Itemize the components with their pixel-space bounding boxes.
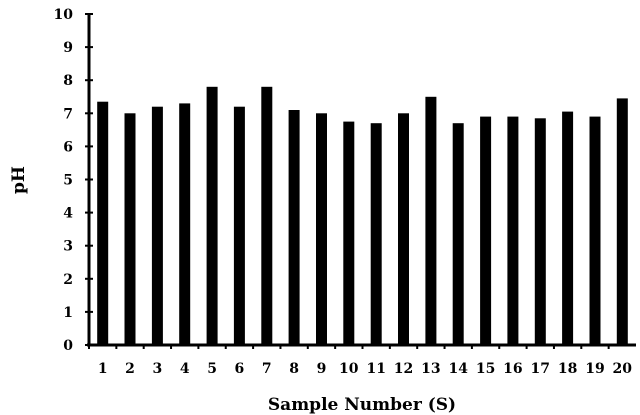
x-tick-labels: 1 2 3 4 5 6 7 8 9 10 11 12 13 14 15 16 17 18 19 20 (98, 361, 632, 377)
x-tick-label: 7 (262, 361, 272, 377)
y-tick-label: 4 (63, 206, 73, 222)
bar (343, 121, 355, 345)
bar (398, 113, 409, 345)
x-tick-label: 6 (235, 361, 245, 377)
bar (316, 113, 327, 345)
y-tick-label: 9 (63, 40, 73, 56)
y-tick-label: 10 (54, 7, 74, 23)
x-tick-label: 15 (476, 361, 495, 377)
bar-series (88, 86, 628, 349)
y-axis (85, 13, 93, 346)
x-tick-label: 18 (558, 361, 577, 377)
bar (151, 106, 163, 345)
bar (179, 103, 191, 346)
y-tick-label: 0 (63, 338, 73, 354)
x-tick-label: 9 (317, 361, 327, 377)
x-axis-title: Sample Number (S) (268, 395, 456, 415)
y-tick-label: 3 (63, 239, 73, 255)
bar (124, 113, 136, 345)
bar (562, 111, 574, 345)
bar (233, 106, 245, 345)
x-tick-label: 14 (448, 361, 468, 377)
x-tick-label: 2 (125, 361, 135, 377)
x-tick-label: 12 (394, 361, 413, 377)
bar (425, 96, 437, 346)
x-tick-label: 20 (613, 361, 633, 377)
bar (616, 98, 628, 346)
y-tick-label: 5 (63, 173, 73, 189)
x-tick-label: 3 (153, 361, 163, 377)
bar (261, 86, 273, 346)
x-tick-label: 16 (503, 361, 522, 377)
bar (206, 86, 218, 346)
y-tick-label: 7 (63, 106, 73, 122)
bar (288, 110, 300, 345)
y-tick-label: 2 (63, 272, 73, 288)
y-tick-label: 1 (63, 305, 73, 321)
bar (97, 101, 109, 345)
bar (589, 116, 601, 345)
x-tick-label: 11 (366, 361, 385, 377)
y-tick-label: 6 (63, 139, 73, 155)
x-tick-label: 1 (98, 361, 108, 377)
x-tick-label: 13 (421, 361, 440, 377)
x-tick-label: 4 (180, 361, 190, 377)
x-tick-label: 5 (207, 361, 217, 377)
x-tick-label: 17 (531, 361, 550, 377)
x-tick-label: 10 (339, 361, 359, 377)
bar (507, 116, 519, 345)
x-tick-label: 8 (289, 361, 299, 377)
bar (480, 116, 492, 345)
bar (534, 118, 546, 345)
x-tick-label: 19 (585, 361, 604, 377)
y-tick-labels: 0 1 2 3 4 5 6 7 8 9 10 (54, 7, 74, 354)
y-axis-title: pH (9, 166, 29, 194)
y-tick-label: 8 (63, 73, 73, 89)
bar (452, 123, 464, 345)
bar (370, 123, 382, 345)
